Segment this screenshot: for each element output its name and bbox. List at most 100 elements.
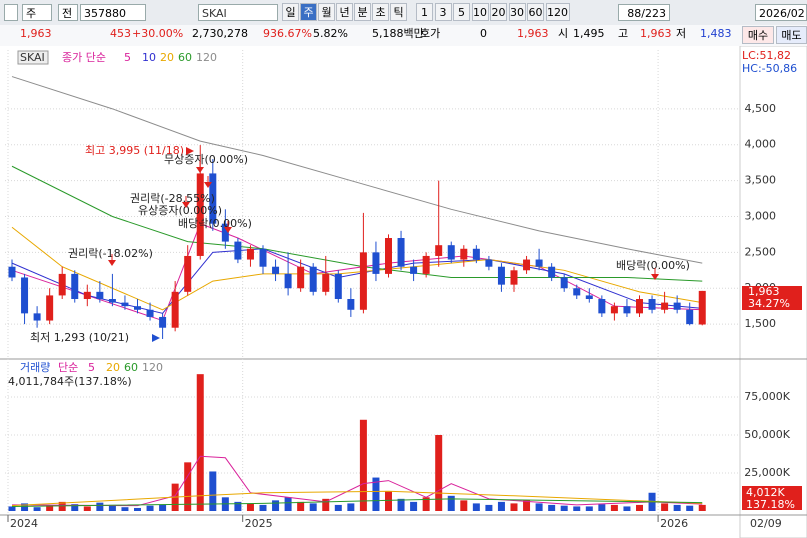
period-select[interactable]: 주 bbox=[22, 4, 52, 21]
volume-bar bbox=[21, 503, 29, 511]
arrow-head bbox=[224, 227, 232, 233]
volume-bar bbox=[372, 477, 380, 511]
period-button[interactable]: 20 bbox=[490, 3, 507, 21]
legend-name: SKAI bbox=[20, 51, 45, 64]
candle-body bbox=[548, 266, 556, 278]
candle-body bbox=[485, 259, 493, 267]
volume-bar bbox=[523, 500, 531, 511]
legend-name: 거래량 bbox=[20, 361, 50, 374]
y-tick-label: 4,500 bbox=[745, 102, 777, 115]
candle-body bbox=[334, 273, 342, 300]
sell-button[interactable]: 매도 bbox=[776, 26, 807, 44]
volume-bar bbox=[573, 506, 581, 511]
period-button[interactable]: 년 bbox=[336, 3, 353, 21]
candle-body bbox=[21, 277, 29, 314]
candle-body bbox=[209, 173, 217, 224]
candle-body bbox=[535, 259, 543, 267]
period-button[interactable]: 틱 bbox=[390, 3, 407, 21]
turnover: 5.82% bbox=[313, 27, 348, 40]
period-button[interactable]: 주 bbox=[300, 3, 317, 21]
period-button[interactable]: 1 bbox=[416, 3, 433, 21]
candle-body bbox=[560, 277, 568, 289]
volume-bar bbox=[698, 504, 706, 511]
volume-bar bbox=[472, 503, 480, 511]
period-button[interactable]: 월 bbox=[318, 3, 335, 21]
volume-bar bbox=[309, 503, 317, 511]
volume-tag-pct: 137.18% bbox=[746, 498, 795, 511]
price-tag: 1,963 bbox=[748, 285, 780, 298]
change: 453 bbox=[110, 27, 131, 40]
volume-bar bbox=[410, 501, 418, 511]
volume-bar bbox=[46, 504, 54, 511]
candle-body bbox=[585, 295, 593, 300]
bid: 0 bbox=[480, 27, 487, 40]
candle-body bbox=[636, 299, 643, 314]
arrow-head bbox=[108, 260, 116, 266]
candle-body bbox=[648, 299, 656, 310]
volume-bar bbox=[673, 504, 681, 511]
code-input[interactable]: 357880 bbox=[80, 4, 146, 21]
volume-bar bbox=[58, 501, 66, 511]
low: 1,483 bbox=[700, 27, 732, 40]
candle-body bbox=[159, 316, 167, 328]
volume-bar bbox=[347, 503, 355, 511]
period-button[interactable]: 일 bbox=[282, 3, 299, 21]
candle-body bbox=[623, 306, 631, 314]
period-button[interactable]: 30 bbox=[508, 3, 526, 21]
market-select[interactable]: 전 bbox=[58, 4, 78, 21]
period-button[interactable]: 10 bbox=[471, 3, 489, 21]
volume-bar bbox=[435, 434, 443, 511]
candle-body bbox=[46, 295, 54, 321]
candle-body bbox=[297, 266, 305, 289]
arrow-head bbox=[186, 147, 194, 155]
date-input[interactable]: 2026/02 bbox=[755, 4, 807, 21]
volume-bar bbox=[322, 498, 330, 511]
ma-line bbox=[11, 498, 703, 507]
price-tag-pct: 34.27% bbox=[748, 297, 790, 310]
bid-price: 1,963 bbox=[517, 27, 549, 40]
legend-period: 120 bbox=[142, 361, 163, 374]
y-tick-label: 4,000 bbox=[745, 138, 777, 151]
candle-body bbox=[698, 290, 706, 325]
candle-body bbox=[661, 302, 669, 310]
lc-label: LC:51,82 bbox=[742, 49, 791, 62]
name-box[interactable]: SKAI bbox=[198, 4, 278, 21]
candle-body bbox=[610, 306, 618, 314]
y-tick-label: 50,000K bbox=[744, 428, 790, 441]
period-button[interactable]: 3 bbox=[434, 3, 452, 21]
chart: 1,5002,0002,5003,0003,5004,0004,50025,00… bbox=[0, 46, 807, 538]
candle-body bbox=[472, 248, 480, 260]
candle-body bbox=[410, 266, 418, 274]
volume-bar bbox=[272, 500, 280, 511]
candle-body bbox=[71, 273, 79, 300]
period-button[interactable]: 분 bbox=[354, 3, 371, 21]
candle-body bbox=[322, 273, 330, 292]
volume-bar bbox=[497, 501, 505, 511]
candle-body bbox=[385, 238, 392, 274]
volume-bar bbox=[246, 503, 254, 511]
low-label: 저 bbox=[676, 27, 687, 40]
open: 1,495 bbox=[573, 27, 605, 40]
annotation: 최저 1,293 (10/21) bbox=[30, 331, 129, 344]
volume-bar bbox=[8, 506, 16, 511]
volume-bar bbox=[510, 503, 518, 511]
period-button[interactable]: 초 bbox=[372, 3, 389, 21]
amount: 5,188백만 bbox=[372, 27, 424, 40]
candle-body bbox=[598, 299, 606, 314]
arrow-head bbox=[152, 334, 160, 342]
bid-label: 호가 bbox=[420, 27, 441, 40]
volume-bar bbox=[686, 505, 694, 511]
volume-tag-bg bbox=[742, 486, 802, 510]
period-button[interactable]: 60 bbox=[527, 3, 544, 21]
annotation: 권리락(-18.02%) bbox=[68, 247, 153, 260]
candle-body bbox=[8, 266, 16, 278]
volume-bar bbox=[636, 504, 643, 511]
volume-bar bbox=[334, 504, 342, 511]
volume-bar bbox=[610, 504, 618, 511]
icon[interactable] bbox=[4, 4, 18, 21]
candle-body bbox=[510, 270, 518, 285]
period-button[interactable]: 5 bbox=[453, 3, 470, 21]
buy-button[interactable]: 매수 bbox=[742, 26, 774, 44]
period-button[interactable]: 120 bbox=[545, 3, 570, 21]
